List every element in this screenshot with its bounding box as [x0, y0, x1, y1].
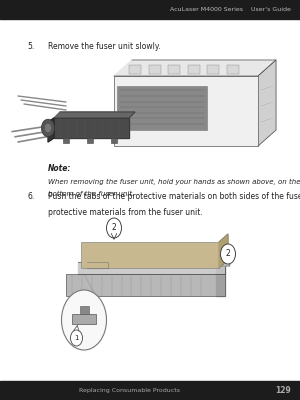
- Text: protective materials from the fuser unit.: protective materials from the fuser unit…: [48, 208, 203, 217]
- Polygon shape: [87, 262, 108, 268]
- Text: 2: 2: [112, 224, 116, 232]
- Bar: [207, 65, 219, 74]
- Text: Push the tabs of the protective materials on both sides of the fuser unit, and r: Push the tabs of the protective material…: [48, 192, 300, 201]
- Bar: [168, 65, 180, 74]
- Circle shape: [220, 244, 236, 264]
- Text: 1: 1: [74, 335, 79, 341]
- Text: 5.: 5.: [27, 42, 34, 51]
- Bar: [114, 76, 258, 146]
- Text: AcuLaser M4000 Series    User's Guide: AcuLaser M4000 Series User's Guide: [170, 7, 291, 12]
- Polygon shape: [54, 112, 135, 118]
- Bar: [117, 86, 207, 130]
- Bar: [87, 138, 93, 143]
- Bar: [81, 242, 219, 268]
- Polygon shape: [54, 118, 129, 138]
- Circle shape: [41, 119, 55, 137]
- Polygon shape: [216, 262, 225, 274]
- Bar: [0, 0, 300, 19]
- Circle shape: [61, 290, 106, 350]
- Circle shape: [44, 123, 52, 133]
- Circle shape: [106, 218, 122, 238]
- Bar: [226, 65, 238, 74]
- Bar: [63, 138, 69, 143]
- Text: When removing the fuser unit, hold your hands as shown above, on the three tabs : When removing the fuser unit, hold your …: [48, 179, 300, 185]
- Bar: [0, 381, 300, 400]
- Polygon shape: [216, 274, 225, 296]
- Bar: [129, 65, 141, 74]
- Text: Remove the fuser unit slowly.: Remove the fuser unit slowly.: [48, 42, 160, 51]
- Text: Replacing Consumable Products: Replacing Consumable Products: [79, 388, 180, 393]
- Bar: [72, 314, 96, 324]
- Circle shape: [70, 330, 83, 346]
- Bar: [66, 274, 216, 296]
- Polygon shape: [219, 256, 232, 266]
- Text: Note:: Note:: [48, 164, 71, 173]
- Bar: [111, 138, 117, 143]
- Text: bottom of the fuser unit.: bottom of the fuser unit.: [48, 191, 134, 197]
- Polygon shape: [78, 262, 225, 274]
- Polygon shape: [258, 60, 276, 146]
- Polygon shape: [114, 60, 276, 76]
- Text: 129: 129: [275, 386, 291, 395]
- Bar: [188, 65, 200, 74]
- Bar: [148, 65, 160, 74]
- Bar: [80, 306, 88, 314]
- Text: 2: 2: [226, 250, 230, 258]
- Polygon shape: [48, 118, 54, 142]
- Text: 6.: 6.: [27, 192, 34, 201]
- Polygon shape: [219, 234, 228, 268]
